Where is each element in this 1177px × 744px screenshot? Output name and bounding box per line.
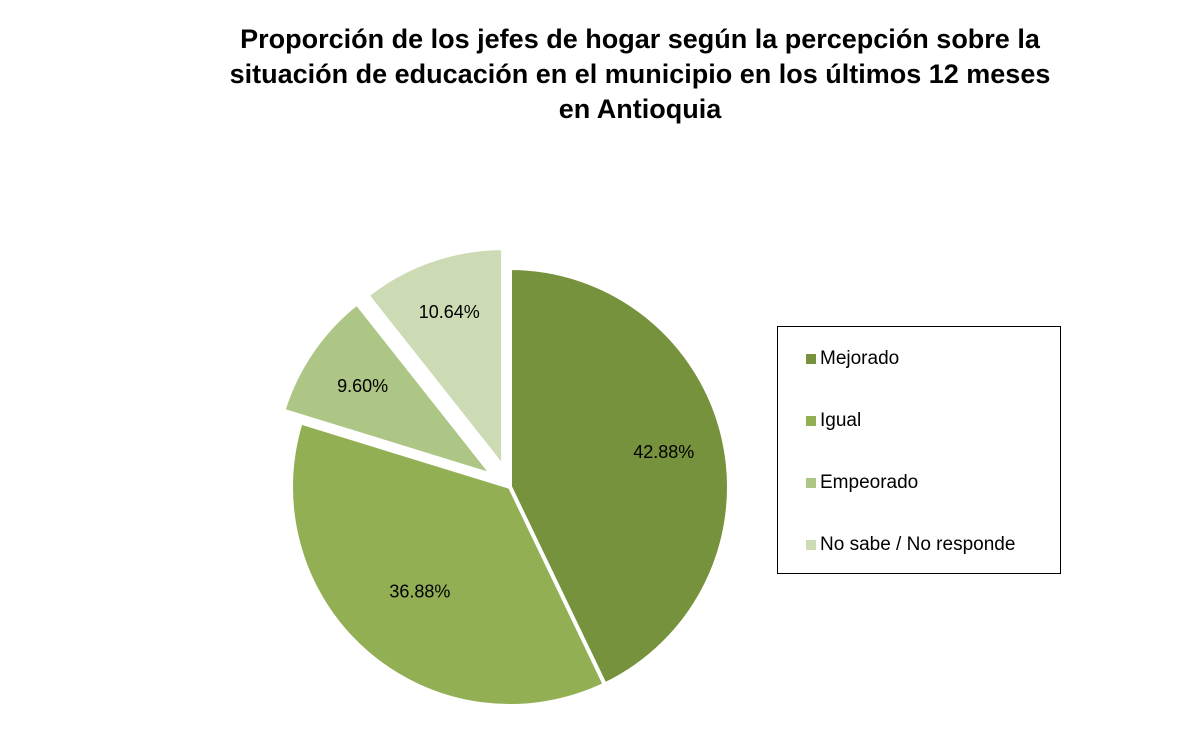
legend-label-empeorado: Empeorado bbox=[820, 472, 919, 493]
chart-title-line-1: Proporción de los jefes de hogar según l… bbox=[240, 24, 1040, 54]
legend: Mejorado Igual Empeorado No sabe / No re… bbox=[777, 326, 1061, 574]
data-label-igual: 36.88% bbox=[389, 582, 450, 602]
pie-slice-mejorado bbox=[508, 265, 731, 688]
legend-label-no-sabe: No sabe / No responde bbox=[820, 534, 1016, 555]
legend-swatch-mejorado bbox=[806, 354, 816, 364]
data-label-mejorado: 42.88% bbox=[633, 442, 694, 462]
data-label-empeorado: 9.60% bbox=[337, 376, 388, 396]
legend-swatch-empeorado bbox=[806, 478, 816, 488]
chart-title: Proporción de los jefes de hogar según l… bbox=[190, 22, 1090, 127]
pie-slice-empeorado bbox=[280, 300, 499, 479]
chart-title-line-3: en Antioquia bbox=[558, 94, 722, 124]
legend-swatch-no-sabe bbox=[806, 540, 816, 550]
legend-label-igual: Igual bbox=[820, 410, 862, 431]
legend-item-mejorado: Mejorado bbox=[806, 347, 899, 371]
legend-item-empeorado: Empeorado bbox=[806, 471, 918, 495]
legend-swatch-igual bbox=[806, 416, 816, 426]
chart-title-line-2: situación de educación en el municipio e… bbox=[229, 59, 1051, 89]
legend-label-mejorado: Mejorado bbox=[820, 348, 900, 369]
pie-slice-no-sabe bbox=[364, 246, 506, 473]
data-label-no-sabe: 10.64% bbox=[419, 302, 480, 322]
legend-item-igual: Igual bbox=[806, 409, 861, 433]
pie-slice-igual bbox=[289, 419, 608, 708]
legend-item-no-sabe: No sabe / No responde bbox=[806, 533, 1015, 557]
